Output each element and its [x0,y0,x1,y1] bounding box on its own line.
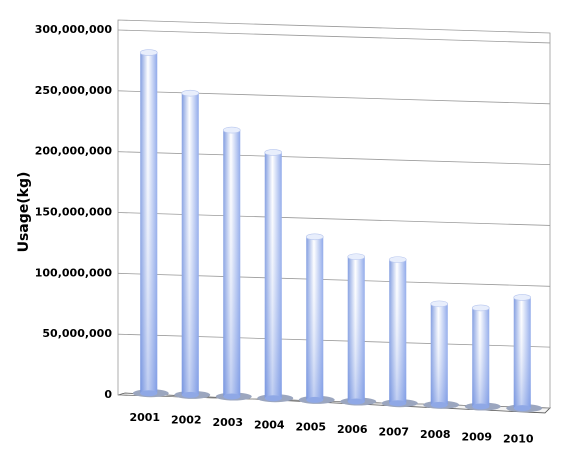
bar-top [347,253,366,261]
y-tick-label: 300,000,000 [35,23,113,36]
x-tick-label: 2005 [295,421,326,434]
bar-top [139,49,158,56]
bar-top [222,126,241,134]
bar-top [181,89,200,97]
y-axis-title: Usage(kg) [16,172,32,253]
bar-shade [223,130,241,397]
bar-top [305,233,324,241]
x-tick-label: 2010 [503,433,534,446]
x-tick-label: 2002 [171,413,202,426]
x-tick-label: 2008 [420,428,451,441]
bar-bottom [306,396,324,403]
y-tick-label: 100,000,000 [35,266,113,279]
bar-bottom [430,401,448,408]
bar-shade [306,236,324,400]
bar-shade [347,256,365,402]
bar-bottom [181,391,199,398]
bar-bottom [347,398,365,405]
x-tick-label: 2003 [212,416,243,429]
bar-shade [430,303,448,405]
y-tick-label: 200,000,000 [35,145,113,158]
bar-bottom [264,395,282,402]
bar-bottom [472,403,490,410]
y-tick-label: 150,000,000 [35,206,113,219]
bar-bottom [513,405,531,412]
y-tick-label: 50,000,000 [42,327,112,340]
x-tick-label: 2006 [337,423,368,436]
bar-top [264,149,283,156]
grid-line [117,29,551,44]
bar-top [471,304,490,312]
x-tick-label: 2009 [461,430,492,443]
bar-top [430,300,449,308]
bar-bottom [389,400,407,407]
bar-top [513,294,532,301]
y-tick-label: 250,000,000 [35,84,113,97]
bar-shade [389,259,407,404]
bar-shade [513,297,531,409]
y-tick-label: 0 [104,388,112,401]
bar-shade [264,152,282,399]
x-tick-label: 2007 [378,425,409,438]
bar-bottom [223,393,241,400]
bar-top [388,256,407,263]
x-tick-label: 2001 [129,411,160,424]
bar-bottom [140,390,158,397]
bar-shade [472,307,490,407]
bar-shade [181,93,199,395]
bar-shade [140,52,158,394]
x-tick-label: 2004 [254,418,285,431]
